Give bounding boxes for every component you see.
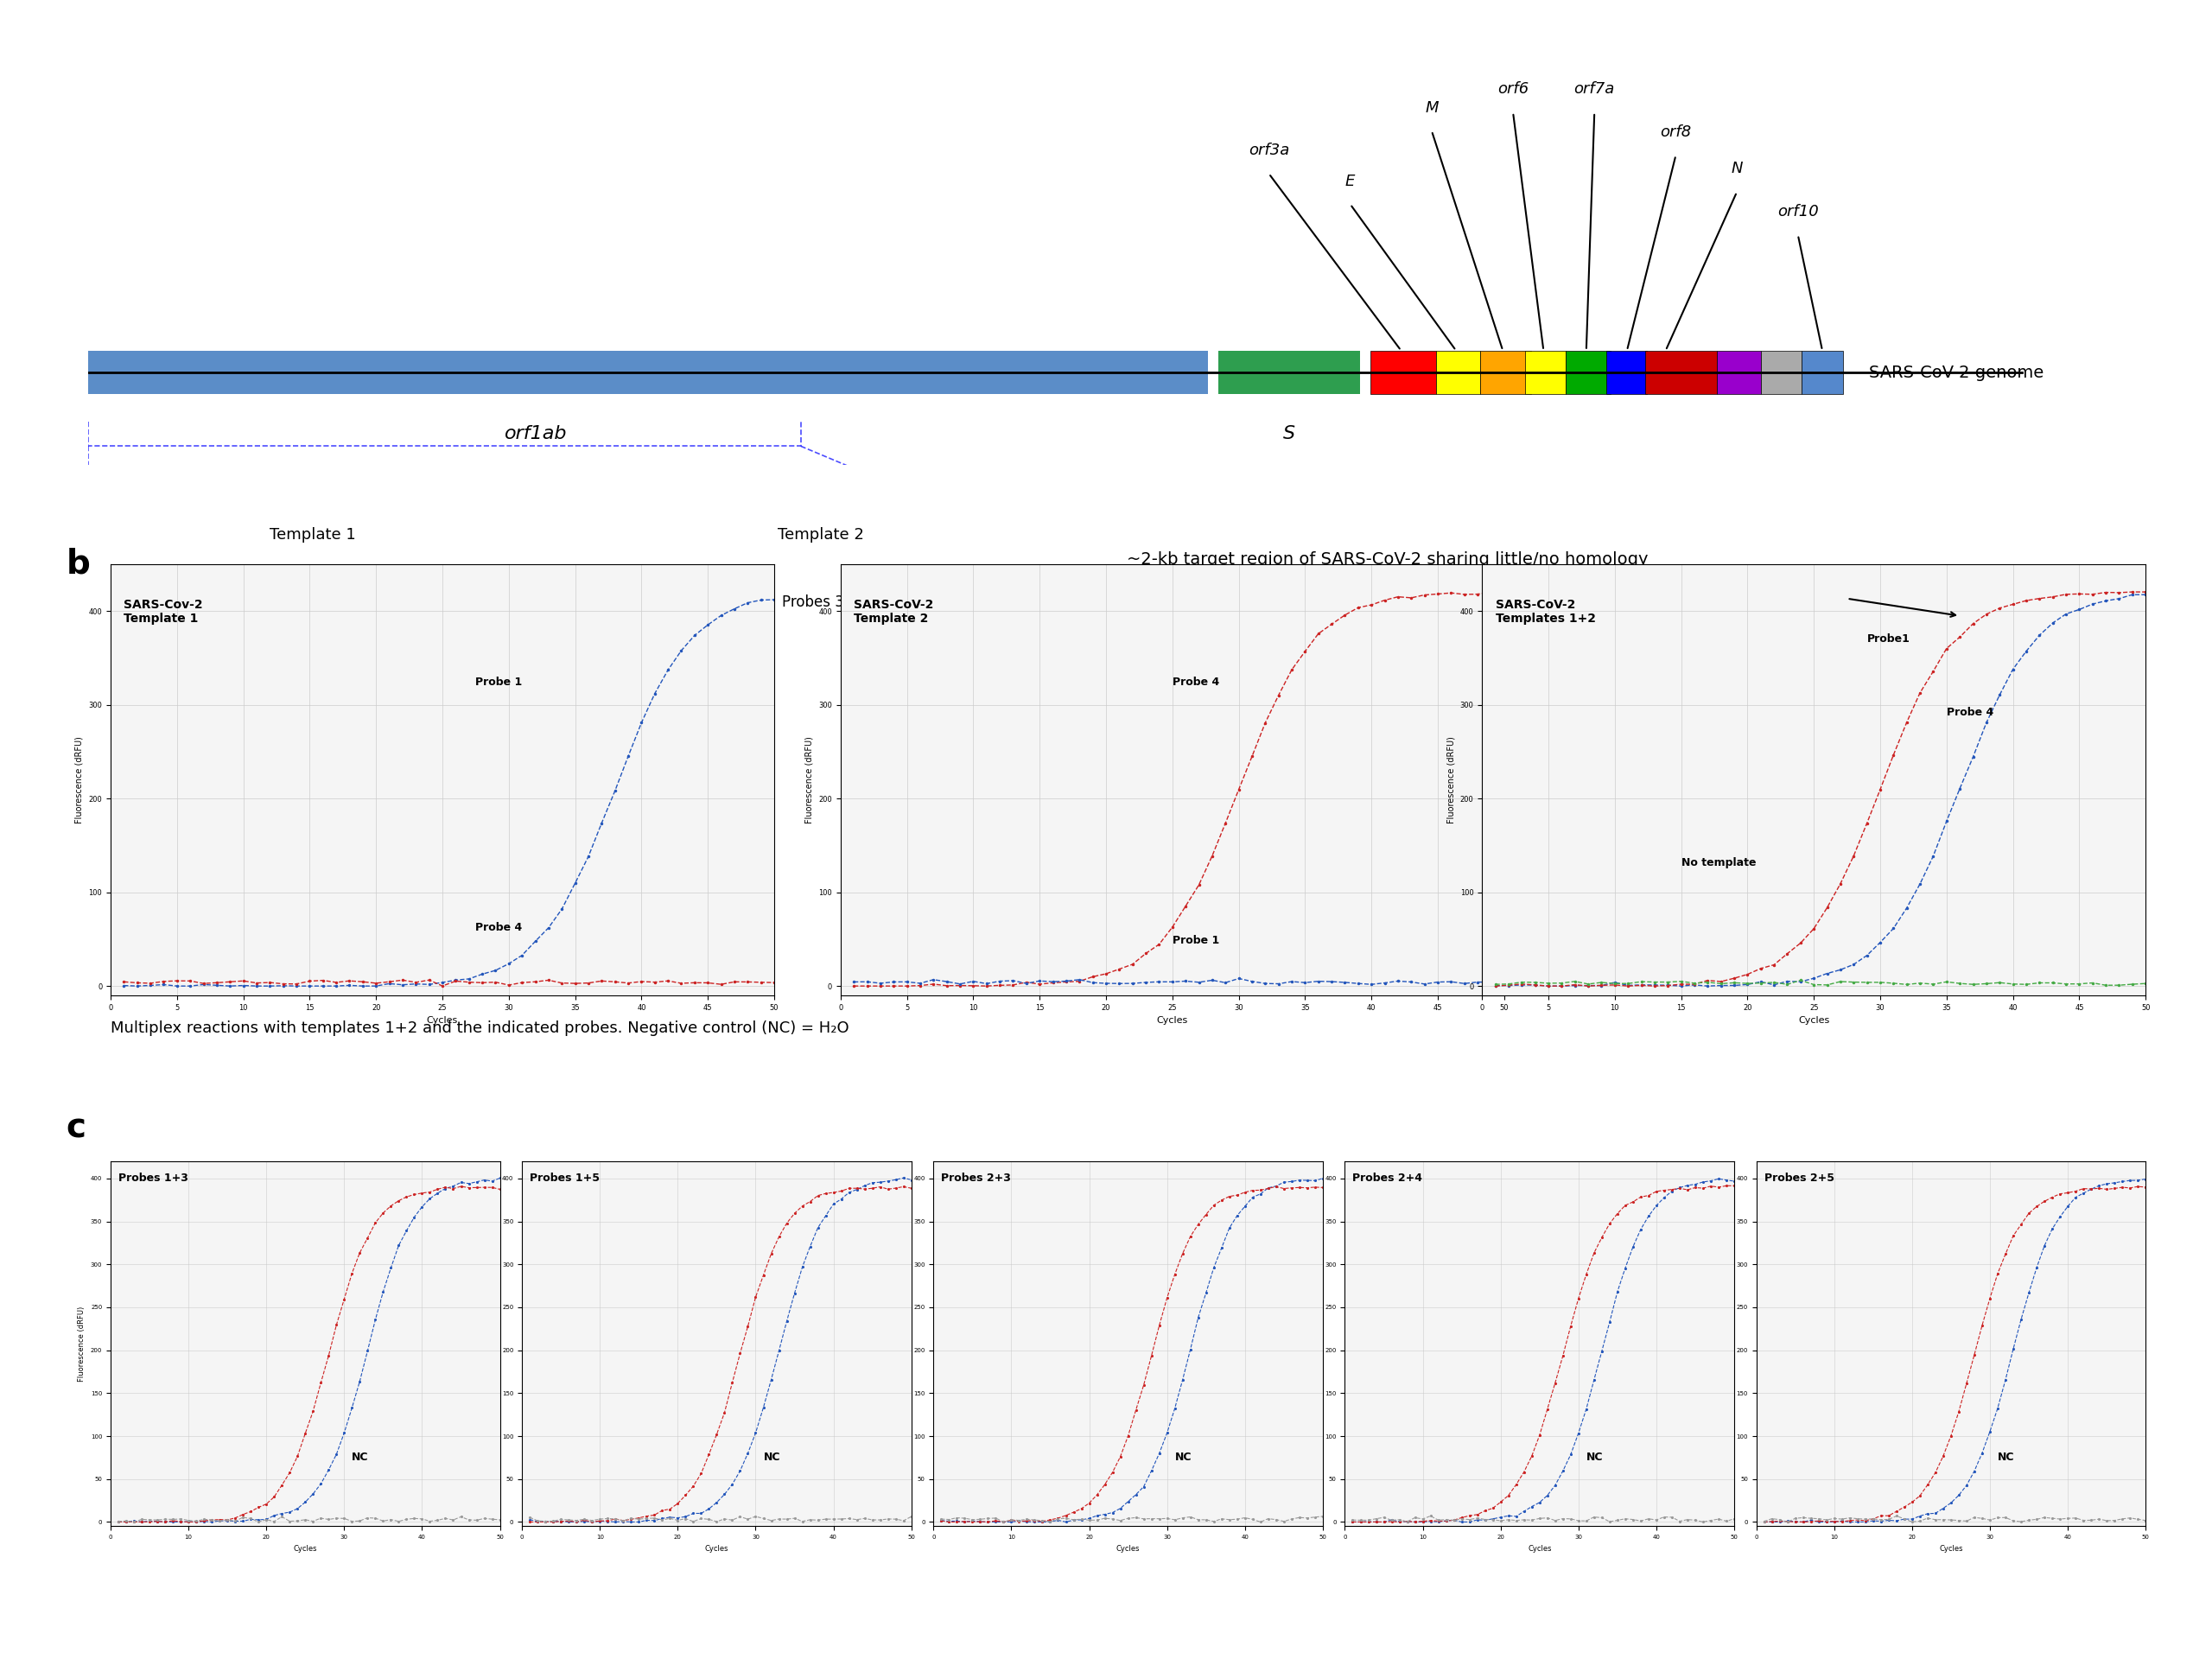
FancyBboxPatch shape [88,352,1208,395]
Y-axis label: Fluorescence (dRFU): Fluorescence (dRFU) [1447,737,1455,823]
X-axis label: Cycles: Cycles [1940,1545,1962,1553]
Text: E: E [1345,173,1356,189]
FancyBboxPatch shape [597,549,1044,589]
Text: Multiplex reactions with templates 1+2 and the indicated probes. Negative contro: Multiplex reactions with templates 1+2 a… [111,1020,849,1035]
FancyBboxPatch shape [1646,352,1717,395]
Text: Template 2: Template 2 [779,528,865,542]
FancyBboxPatch shape [1480,352,1531,395]
Text: Probes 1+3: Probes 1+3 [119,1173,188,1183]
X-axis label: Cycles: Cycles [1157,1017,1188,1025]
Text: No template: No template [1681,858,1756,869]
X-axis label: Cycles: Cycles [1798,1017,1829,1025]
Text: c: c [66,1112,86,1145]
Text: NC: NC [352,1452,369,1463]
FancyBboxPatch shape [1761,352,1803,395]
FancyBboxPatch shape [1436,352,1480,395]
Text: Probes 1–2: Probes 1–2 [272,594,352,611]
FancyBboxPatch shape [1566,352,1610,395]
Text: SARS-CoV-2
Templates 1+2: SARS-CoV-2 Templates 1+2 [1495,599,1595,625]
Text: b: b [66,547,91,581]
X-axis label: Cycles: Cycles [706,1545,728,1553]
FancyBboxPatch shape [1219,352,1360,395]
X-axis label: Cycles: Cycles [427,1017,458,1025]
Text: Probe 4: Probe 4 [1172,677,1219,687]
X-axis label: Cycles: Cycles [1117,1545,1139,1553]
FancyBboxPatch shape [1526,352,1566,395]
Text: NC: NC [1175,1452,1192,1463]
Text: orf7a: orf7a [1575,81,1615,96]
Text: Probe 4: Probe 4 [476,922,522,934]
Text: S: S [1283,425,1296,441]
Y-axis label: Fluorescence (dRFU): Fluorescence (dRFU) [77,1306,86,1382]
Y-axis label: Fluorescence (dRFU): Fluorescence (dRFU) [805,737,814,823]
Text: Probe 4: Probe 4 [1947,707,1993,718]
Text: Probe 1: Probe 1 [476,677,522,687]
Text: orf1ab: orf1ab [504,425,568,441]
Text: orf3a: orf3a [1248,143,1290,158]
FancyBboxPatch shape [1717,352,1761,395]
X-axis label: Cycles: Cycles [294,1545,316,1553]
Text: orf10: orf10 [1776,204,1818,219]
FancyBboxPatch shape [88,549,535,589]
Text: NC: NC [1997,1452,2015,1463]
Text: SARS-Cov-2
Template 1: SARS-Cov-2 Template 1 [124,599,204,625]
Text: SARS-CoV-2 genome: SARS-CoV-2 genome [1869,365,2044,382]
Text: orf6: orf6 [1498,81,1528,96]
Text: ~2-kb target region of SARS-CoV-2 sharing little/no homology: ~2-kb target region of SARS-CoV-2 sharin… [1126,551,1648,567]
Text: orf8: orf8 [1661,124,1692,139]
FancyBboxPatch shape [1606,352,1648,395]
Text: Probe 1: Probe 1 [1172,936,1219,946]
Text: M: M [1425,100,1438,116]
Text: Probes 2+3: Probes 2+3 [942,1173,1011,1183]
Text: Probes 3–5: Probes 3–5 [781,594,860,611]
Text: Probes 1+5: Probes 1+5 [531,1173,599,1183]
Text: Probes 2+5: Probes 2+5 [1765,1173,1834,1183]
X-axis label: Cycles: Cycles [1528,1545,1551,1553]
Text: NC: NC [1586,1452,1604,1463]
Text: Probes 2+4: Probes 2+4 [1354,1173,1422,1183]
Text: N: N [1732,161,1743,176]
FancyBboxPatch shape [1371,352,1436,395]
Text: Probe1: Probe1 [1867,634,1909,644]
Text: NC: NC [763,1452,781,1463]
Text: Template 1: Template 1 [270,528,356,542]
FancyBboxPatch shape [1803,352,1843,395]
Text: with SARS-CoV-1, MERS, 229E, HKU, HL63, and OC43: with SARS-CoV-1, MERS, 229E, HKU, HL63, … [1126,576,1573,592]
Y-axis label: Fluorescence (dRFU): Fluorescence (dRFU) [75,737,84,823]
Text: SARS-CoV-2
Template 2: SARS-CoV-2 Template 2 [854,599,933,625]
